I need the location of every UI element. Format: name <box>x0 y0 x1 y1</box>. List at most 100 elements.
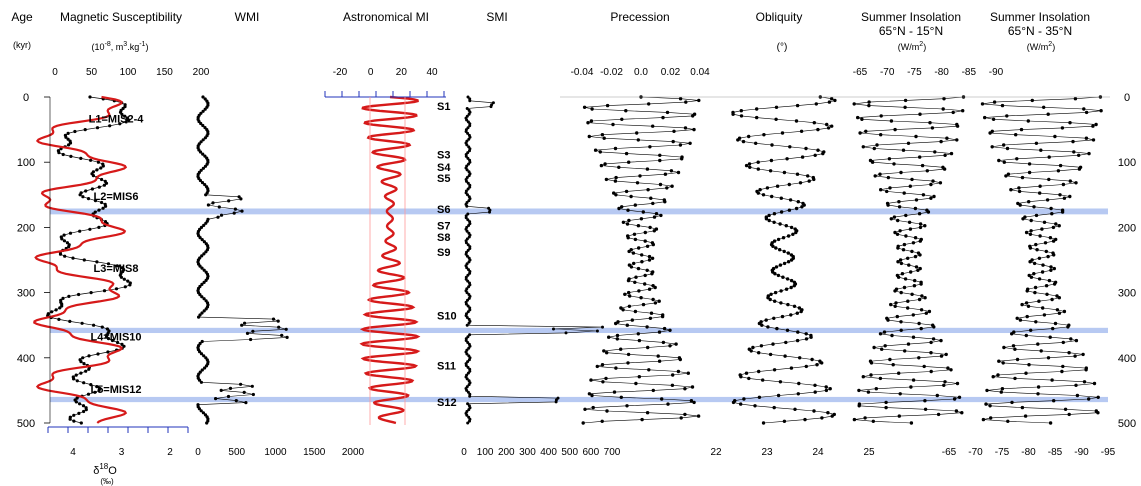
obliquity-point <box>784 287 789 291</box>
obliquity-point <box>771 244 775 248</box>
precession-point <box>614 193 618 197</box>
obliquity-point <box>767 213 771 218</box>
insolation35-point <box>991 117 996 122</box>
precession-point <box>612 390 617 394</box>
obliquity-point <box>778 222 782 226</box>
precession-point <box>657 299 661 303</box>
wmi-point <box>201 95 205 99</box>
smi-point <box>468 99 472 103</box>
insolation35-point <box>1018 318 1023 322</box>
insolation35-point <box>1032 205 1036 209</box>
obliquity-point <box>739 114 744 118</box>
precession-point <box>691 114 695 118</box>
obliquity-point <box>813 153 817 157</box>
insolation35-point <box>1087 397 1091 401</box>
obliquity-point <box>800 205 804 209</box>
obliquity-point <box>807 179 811 183</box>
insolation15-point <box>941 107 945 111</box>
precession-point <box>614 175 618 180</box>
ms-point <box>82 409 86 414</box>
smi-point <box>467 199 471 203</box>
insolation15-point <box>949 151 954 156</box>
ms-top-tick: 200 <box>193 67 210 78</box>
ms-top-tick: 50 <box>86 67 98 78</box>
insolation35-curve <box>982 96 1102 424</box>
insolation15-point <box>923 224 927 228</box>
insolation35-point <box>1074 383 1078 387</box>
obliquity-point <box>824 385 828 389</box>
insolation35-point <box>984 402 988 406</box>
insolation15-point <box>866 390 871 394</box>
insolation15-point <box>903 105 907 110</box>
smi-point <box>464 154 468 158</box>
insolation35-point <box>1068 194 1072 199</box>
ms-point <box>69 154 73 158</box>
obliquity-point <box>789 258 794 262</box>
obliquity-point <box>778 248 782 252</box>
obliquity-tick: 24 <box>812 447 824 458</box>
ms-point <box>89 158 93 162</box>
insolation35-point <box>1096 395 1100 399</box>
wmi-point <box>214 397 218 401</box>
insolation15-point <box>943 153 947 157</box>
obliquity-point <box>782 419 787 423</box>
precession-point <box>671 139 675 144</box>
ms-point <box>95 126 100 130</box>
precession-point <box>605 103 610 108</box>
ms-point <box>126 118 131 122</box>
insolation35-point <box>1046 356 1051 360</box>
precession-point <box>627 160 631 164</box>
insolation35-point <box>1014 133 1018 137</box>
insolation35-point <box>991 375 995 379</box>
insolation15-point <box>929 369 933 374</box>
ms-point <box>93 390 97 394</box>
insolation15-point <box>880 347 884 351</box>
smi-point <box>465 388 469 392</box>
precession-point <box>633 309 638 314</box>
precession-point <box>647 368 651 372</box>
precession-point <box>688 141 692 145</box>
ms-top-tick: 100 <box>120 67 137 78</box>
wmi-point <box>201 166 205 170</box>
insolation35-point <box>990 145 994 149</box>
precession-point <box>665 110 670 115</box>
obliquity-point <box>769 158 774 163</box>
insolation35-point <box>1074 181 1078 185</box>
insolation15-point <box>939 354 944 358</box>
ms-point <box>67 143 71 147</box>
wmi-point <box>200 266 204 270</box>
insolation15-point <box>918 155 922 159</box>
insolation35-point <box>1004 174 1008 178</box>
insolation15-point <box>942 167 947 171</box>
ms-point <box>68 319 72 323</box>
precession-point <box>623 292 627 296</box>
obliquity-point <box>830 414 834 418</box>
precession-point <box>643 230 647 235</box>
insolation35-point <box>988 131 992 135</box>
insolation15-tick: -90 <box>989 67 1004 78</box>
obliquity-point <box>813 390 817 394</box>
insolation15-point <box>903 98 908 103</box>
obliquity-point <box>772 239 777 243</box>
wmi-point <box>202 354 206 358</box>
precession-point <box>620 117 624 122</box>
obliquity-point <box>779 301 783 305</box>
insolation15-point <box>914 198 919 202</box>
precession-point <box>645 325 649 329</box>
obliquity-point <box>765 186 770 190</box>
precession-point <box>626 208 630 212</box>
wmi-point <box>202 297 206 301</box>
precession-point <box>643 282 647 286</box>
obliquity-point <box>779 196 783 200</box>
ms-point <box>95 260 99 264</box>
wmi-curve <box>197 96 288 424</box>
obliquity-point <box>786 302 790 307</box>
insolation35-point <box>1049 265 1053 269</box>
obliquity-point <box>768 169 773 173</box>
precession-point <box>595 364 599 369</box>
soil-label: S7 <box>437 220 450 232</box>
insolation35-point <box>1038 234 1042 238</box>
title-precession: Precession <box>610 10 669 24</box>
wmi-point <box>203 366 207 370</box>
precession-point <box>653 285 657 290</box>
